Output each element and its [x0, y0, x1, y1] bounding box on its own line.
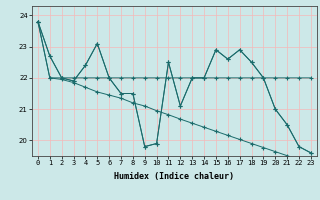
- X-axis label: Humidex (Indice chaleur): Humidex (Indice chaleur): [115, 172, 234, 181]
